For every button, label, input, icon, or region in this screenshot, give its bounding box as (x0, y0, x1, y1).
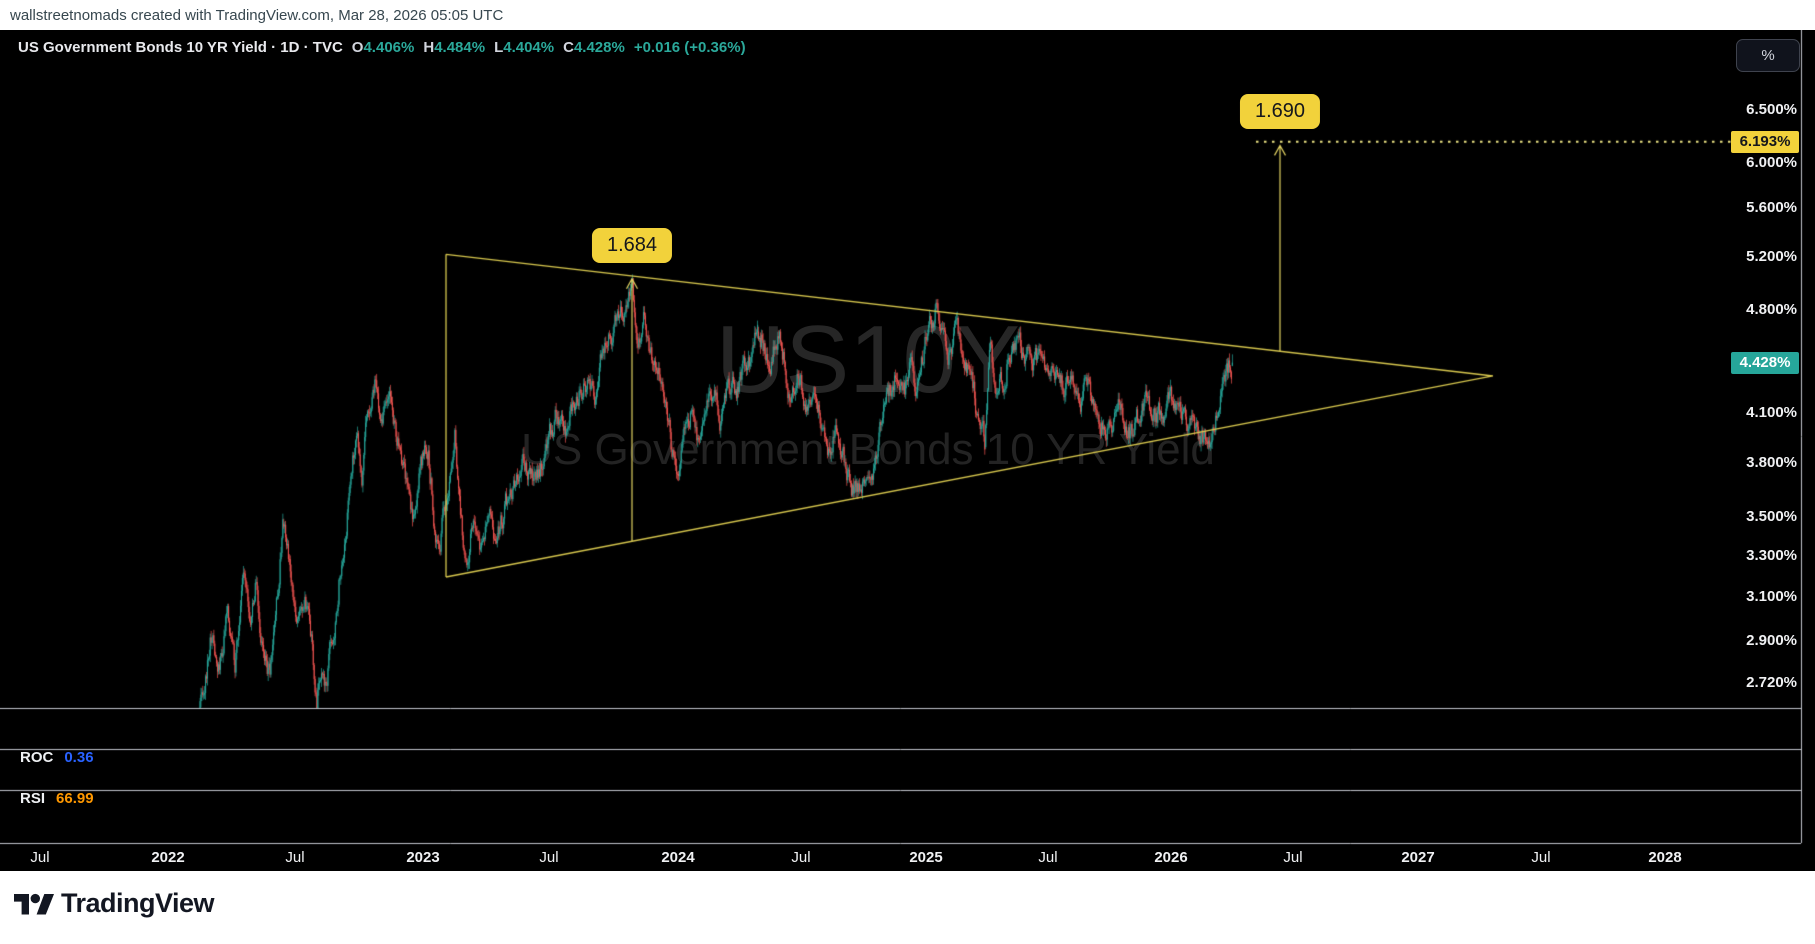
price-axis-tick: 6.500% (1746, 100, 1797, 118)
time-axis-tick: Jul (285, 849, 305, 866)
time-axis-tick: Jul (30, 849, 50, 866)
rsi-label: RSI (20, 790, 46, 807)
price-axis-tick: 3.100% (1746, 588, 1797, 606)
ohlc-value: 4.484% (434, 39, 486, 56)
price-axis-tick: 5.600% (1746, 199, 1797, 217)
price-axis-tick: 3.500% (1746, 508, 1797, 526)
price-chart-canvas[interactable] (0, 30, 1815, 871)
roc-label: ROC (20, 749, 54, 766)
price-axis-tick: 2.900% (1746, 632, 1797, 650)
ohlc-value: 4.406% (363, 39, 415, 56)
price-axis-tick: 2.720% (1746, 674, 1797, 692)
ohlc-key: H (423, 39, 435, 56)
price-axis-tick: 4.100% (1746, 404, 1797, 422)
roc-indicator-row: ROC 0.36 (20, 747, 94, 769)
ohlc-key: O (351, 39, 364, 56)
price-change: +0.016 (+0.36%) (633, 39, 746, 56)
ohlc-value: 4.404% (503, 39, 555, 56)
price-axis-tick: 3.800% (1746, 454, 1797, 472)
rsi-value: 66.99 (56, 790, 94, 807)
time-axis-tick: Jul (1531, 849, 1551, 866)
price-axis-tick: 6.000% (1746, 153, 1797, 171)
roc-value: 0.36 (64, 749, 94, 766)
symbol-title: US Government Bonds 10 YR Yield · 1D · T… (18, 39, 343, 56)
time-axis-tick: 2027 (1401, 849, 1435, 866)
footer-branding: TradingView (14, 888, 215, 919)
attribution-text: wallstreetnomads created with TradingVie… (10, 7, 504, 24)
target-price-axis-label: 6.193% (1731, 130, 1799, 153)
last-price-axis-label: 4.428% (1731, 351, 1799, 374)
time-axis-tick: Jul (539, 849, 559, 866)
chart-area: US10Y US Government Bonds 10 YR Yield US… (0, 30, 1815, 871)
price-axis-tick: 3.300% (1746, 547, 1797, 565)
ohlc-key: C (563, 39, 574, 56)
percent-scale-button[interactable]: % (1736, 39, 1800, 72)
chart-legend: US Government Bonds 10 YR Yield · 1D · T… (18, 39, 746, 56)
time-axis-tick: 2028 (1648, 849, 1682, 866)
tradingview-logo-text: TradingView (61, 888, 215, 918)
price-axis-tick: 5.200% (1746, 247, 1797, 265)
time-axis-tick: 2024 (661, 849, 695, 866)
time-axis-tick: 2026 (1154, 849, 1188, 866)
ohlc-value: 4.428% (573, 39, 625, 56)
time-axis-tick: 2022 (151, 849, 185, 866)
time-axis-tick: 2025 (909, 849, 943, 866)
price-axis-tick: 4.800% (1746, 300, 1797, 318)
ohlc-key: L (494, 39, 504, 56)
tradingview-logo-icon (14, 893, 54, 914)
measure-label-1684[interactable]: 1.684 (591, 227, 673, 263)
ohlc-values: O4.406% H4.484% L4.404% C4.428% (343, 39, 625, 56)
time-axis-tick: Jul (791, 849, 811, 866)
time-axis-tick: Jul (1283, 849, 1303, 866)
time-axis-tick: Jul (1038, 849, 1058, 866)
rsi-indicator-row: RSI 66.99 (20, 788, 94, 810)
time-axis-tick: 2023 (406, 849, 440, 866)
measure-label-1690[interactable]: 1.690 (1239, 94, 1321, 130)
